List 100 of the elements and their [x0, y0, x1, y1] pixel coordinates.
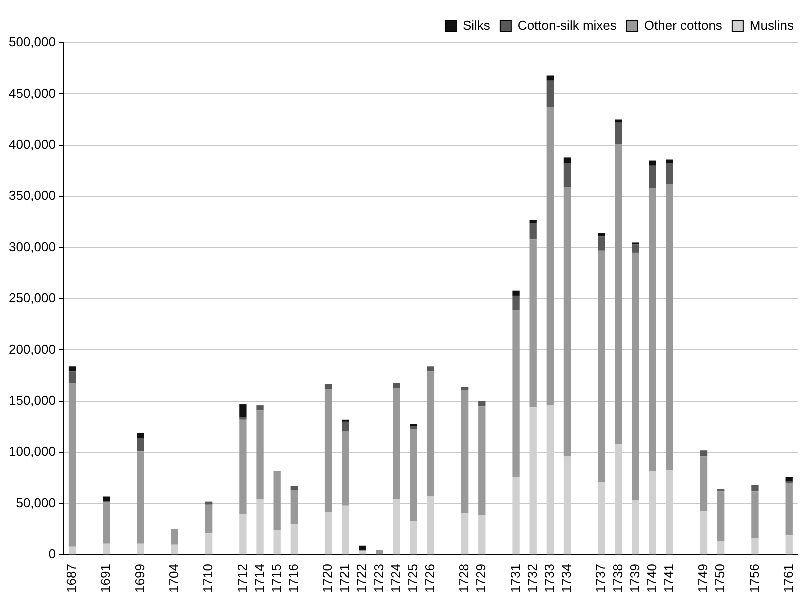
x-tick-label: 1721	[337, 564, 352, 593]
legend-label: Muslins	[750, 18, 794, 34]
bar	[256, 406, 264, 411]
bar	[103, 544, 110, 555]
bar	[564, 187, 572, 457]
bar	[615, 144, 622, 444]
y-tick-label: 400,000	[8, 136, 56, 152]
bar	[649, 166, 656, 188]
bar	[137, 544, 144, 555]
bar	[427, 372, 435, 497]
bar	[461, 513, 469, 555]
bar	[410, 429, 418, 522]
bar	[103, 502, 110, 544]
x-tick-label: 1737	[593, 564, 608, 593]
bar	[718, 542, 725, 555]
x-tick-label: 1710	[200, 564, 216, 593]
y-tick-label: 250,000	[8, 290, 56, 306]
x-tick-label: 1740	[644, 564, 660, 593]
bar	[752, 492, 759, 539]
y-tick-label: 100,000	[8, 444, 56, 460]
x-tick-label: 1741	[661, 564, 676, 593]
bar	[512, 290, 520, 296]
y-tick-label: 0	[48, 546, 56, 562]
x-tick-label: 1723	[371, 564, 386, 593]
bar	[615, 120, 622, 123]
bar	[376, 550, 384, 555]
bar	[666, 164, 674, 184]
x-tick-label: 1726	[422, 564, 438, 593]
bar	[410, 426, 418, 430]
bar	[598, 233, 606, 237]
bar	[68, 372, 76, 384]
bar	[546, 108, 554, 406]
bar	[700, 511, 708, 555]
legend-label: Other cottons	[644, 18, 723, 34]
x-tick-label: 1756	[746, 564, 762, 593]
x-tick-label: 1714	[252, 564, 267, 593]
bar	[171, 529, 179, 545]
x-tick-label: 1729	[474, 564, 489, 593]
bar	[103, 496, 110, 502]
bar	[393, 388, 400, 500]
bar	[546, 80, 554, 108]
y-tick-label: 300,000	[8, 239, 56, 254]
bar	[598, 250, 606, 482]
bar	[68, 546, 76, 555]
bar	[752, 538, 759, 555]
bar	[205, 502, 213, 505]
bar	[342, 506, 350, 555]
x-tick-label: 1720	[320, 564, 336, 593]
x-tick-label: 1687	[64, 564, 80, 593]
bar	[240, 404, 247, 418]
bar	[632, 244, 640, 253]
bar	[240, 420, 247, 514]
bar	[786, 483, 793, 536]
bar	[137, 433, 144, 438]
bar	[649, 188, 656, 472]
x-tick-label: 1734	[559, 564, 574, 593]
bar	[530, 240, 537, 408]
bar	[274, 471, 281, 530]
bar	[564, 164, 572, 188]
bar	[68, 383, 76, 547]
bar	[205, 534, 213, 555]
y-tick-label: 500,000	[8, 34, 56, 50]
bar	[666, 160, 674, 164]
bar	[546, 76, 554, 81]
bar	[290, 524, 298, 555]
bar	[324, 384, 332, 390]
bar	[137, 452, 144, 544]
bar	[649, 160, 656, 166]
bar	[700, 450, 708, 457]
x-tick-label: 1722	[354, 564, 370, 593]
bar	[786, 477, 793, 482]
bar	[410, 521, 418, 555]
bar	[461, 390, 469, 514]
x-tick-label: 1724	[388, 564, 404, 593]
bar	[342, 422, 350, 432]
bar	[530, 223, 537, 240]
bar	[205, 504, 213, 534]
bar	[274, 530, 281, 555]
bar	[393, 383, 400, 388]
bar	[461, 387, 469, 390]
bar	[666, 184, 674, 470]
x-tick-label: 1728	[456, 564, 472, 593]
x-tick-label: 1716	[286, 564, 301, 593]
bar	[290, 490, 298, 524]
bar	[564, 158, 572, 164]
legend-label: Silks	[462, 18, 491, 34]
x-tick-label: 1712	[234, 564, 250, 593]
y-tick-label: 50,000	[16, 495, 56, 510]
bar	[478, 406, 486, 516]
bar	[530, 220, 537, 224]
bar	[359, 550, 366, 555]
x-tick-label: 1691	[98, 564, 114, 593]
y-tick-label: 150,000	[8, 393, 56, 408]
bar	[598, 236, 606, 251]
bar	[512, 310, 520, 478]
x-tick-label: 1731	[508, 564, 523, 593]
bar	[512, 296, 520, 310]
bar	[68, 366, 76, 372]
bar	[700, 456, 708, 512]
bar	[410, 424, 418, 426]
